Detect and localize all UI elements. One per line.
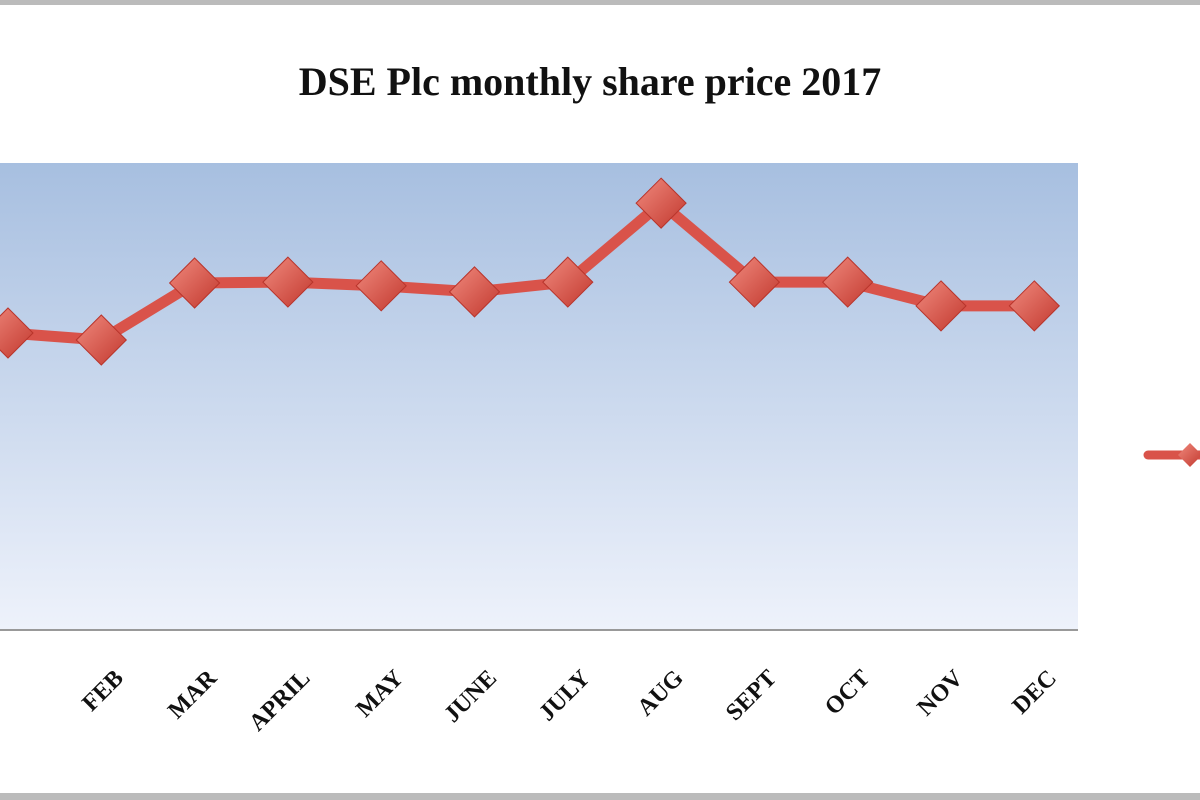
x-tick-label: AUG <box>633 665 689 721</box>
legend-marker <box>1143 443 1200 467</box>
data-point <box>635 177 687 229</box>
frame-bottom <box>0 793 1200 800</box>
legend-diamond <box>1178 443 1200 467</box>
x-tick-label: OCT <box>820 665 875 720</box>
frame-top <box>0 0 1200 5</box>
x-tick-label: SEPT <box>721 665 782 726</box>
data-point <box>821 256 874 308</box>
data-point <box>448 266 501 318</box>
plot-area <box>0 163 1078 630</box>
data-point <box>728 256 781 308</box>
x-tick-label: NOV <box>912 665 969 722</box>
data-point <box>0 307 34 359</box>
x-tick-label: JULY <box>534 665 595 726</box>
chart-title: DSE Plc monthly share price 2017 <box>299 59 882 104</box>
data-point <box>262 256 314 308</box>
data-point <box>1008 280 1061 332</box>
data-point <box>915 280 967 332</box>
x-tick-label: MAR <box>163 665 222 724</box>
data-point <box>75 314 128 366</box>
data-point <box>542 256 594 308</box>
x-tick-label: FEB <box>77 665 128 716</box>
data-point <box>168 257 221 309</box>
x-tick-label: DEC <box>1008 665 1062 719</box>
data-point <box>355 260 407 312</box>
x-tick-label: JUNE <box>439 665 502 728</box>
x-tick-label: MAY <box>351 665 408 722</box>
x-tick-label: APRIL <box>244 665 315 736</box>
